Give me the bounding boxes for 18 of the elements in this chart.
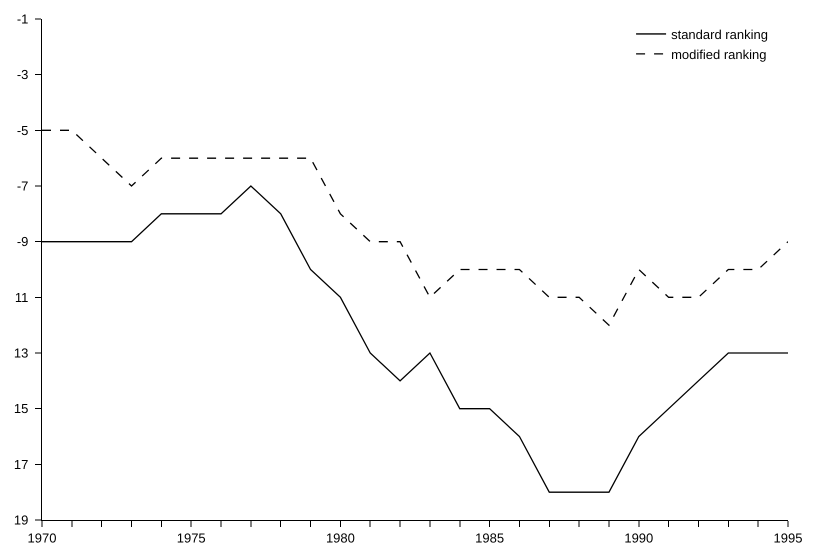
x-tick-label: 1975 xyxy=(176,530,206,546)
y-tick-label: -5 xyxy=(16,122,28,138)
legend-label: standard ranking xyxy=(671,27,768,42)
x-tick-label: 1995 xyxy=(774,530,802,546)
x-tick-label: 1980 xyxy=(326,530,355,546)
y-tick-label: 19 xyxy=(14,512,28,528)
x-tick-label: 1970 xyxy=(28,530,56,546)
y-tick-label: 13 xyxy=(14,346,28,361)
y-tick-label: 17 xyxy=(14,456,28,472)
y-tick-label: -7 xyxy=(16,178,28,194)
y-tick-label: 15 xyxy=(14,401,28,416)
legend-label: modified ranking xyxy=(671,46,766,62)
y-tick-label: -1 xyxy=(16,12,28,27)
x-tick-label: 1990 xyxy=(624,530,654,546)
y-tick-label: -9 xyxy=(16,234,28,250)
y-tick-label: -3 xyxy=(16,67,28,82)
x-tick-label: 1985 xyxy=(475,530,504,546)
y-tick-label: 11 xyxy=(14,290,28,305)
